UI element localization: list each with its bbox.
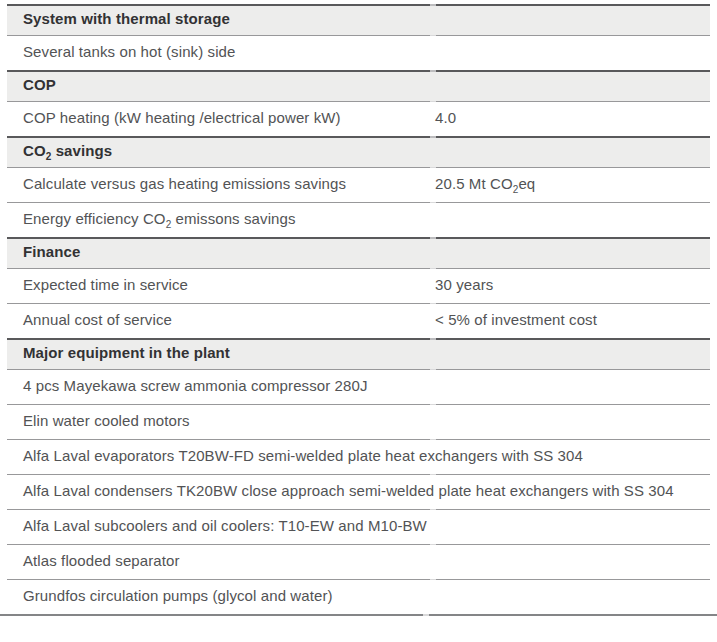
row-label: 4 pcs Mayekawa screw ammonia compressor …	[7, 369, 710, 404]
section-header-row: System with thermal storage	[7, 4, 710, 35]
row-label: COP heating (kW heating /electrical powe…	[7, 101, 428, 136]
section-header-row: Major equipment in the plant	[7, 338, 710, 369]
section-header-label: Major equipment in the plant	[7, 338, 710, 369]
row-label: Annual cost of service	[7, 303, 428, 338]
row-label: Calculate versus gas heating emissions s…	[7, 167, 428, 202]
subscript: 2	[513, 184, 519, 195]
table-row: Alfa Laval condensers TK20BW close appro…	[7, 474, 710, 509]
table-row: Grundfos circulation pumps (glycol and w…	[7, 579, 710, 614]
row-label: Alfa Laval subcoolers and oil coolers: T…	[7, 509, 710, 544]
table-row: Annual cost of service < 5% of investmen…	[7, 303, 710, 338]
table-row: Alfa Laval evaporators T20BW-FD semi-wel…	[7, 439, 710, 474]
row-value: < 5% of investment cost	[428, 303, 710, 338]
section-header-label: System with thermal storage	[7, 4, 710, 35]
row-value: 4.0	[428, 101, 710, 136]
section-header-row: Finance	[7, 237, 710, 268]
row-label: Energy efficiency CO2 emissons savings	[7, 202, 710, 237]
table-row: Expected time in service 30 years	[7, 268, 710, 303]
table-row: 4 pcs Mayekawa screw ammonia compressor …	[7, 369, 710, 404]
row-label: Alfa Laval evaporators T20BW-FD semi-wel…	[7, 439, 710, 474]
section-header-row: COP	[7, 70, 710, 101]
table-row: Alfa Laval subcoolers and oil coolers: T…	[7, 509, 710, 544]
row-label: Expected time in service	[7, 268, 428, 303]
section-header-label: COP	[7, 70, 710, 101]
row-label: Several tanks on hot (sink) side	[7, 35, 710, 70]
row-label: Grundfos circulation pumps (glycol and w…	[7, 579, 710, 614]
section-header-label: Finance	[7, 237, 710, 268]
spec-table: System with thermal storage Several tank…	[7, 4, 710, 614]
subscript: 2	[46, 151, 52, 162]
section-header-row: CO2 savings	[7, 136, 710, 167]
row-label: Atlas flooded separator	[7, 544, 710, 579]
table-row: Calculate versus gas heating emissions s…	[7, 167, 710, 202]
section-header-label: CO2 savings	[7, 136, 710, 167]
table-row: COP heating (kW heating /electrical powe…	[7, 101, 710, 136]
table-row: Elin water cooled motors	[7, 404, 710, 439]
table-bottom-border	[0, 614, 717, 616]
row-value: 30 years	[428, 268, 710, 303]
row-label: Alfa Laval condensers TK20BW close appro…	[7, 474, 710, 509]
subscript: 2	[166, 219, 172, 230]
row-value: 20.5 Mt CO2eq	[428, 167, 710, 202]
table-row: Energy efficiency CO2 emissons savings	[7, 202, 710, 237]
table-row: Atlas flooded separator	[7, 544, 710, 579]
table-row: Several tanks on hot (sink) side	[7, 35, 710, 70]
row-label: Elin water cooled motors	[7, 404, 710, 439]
